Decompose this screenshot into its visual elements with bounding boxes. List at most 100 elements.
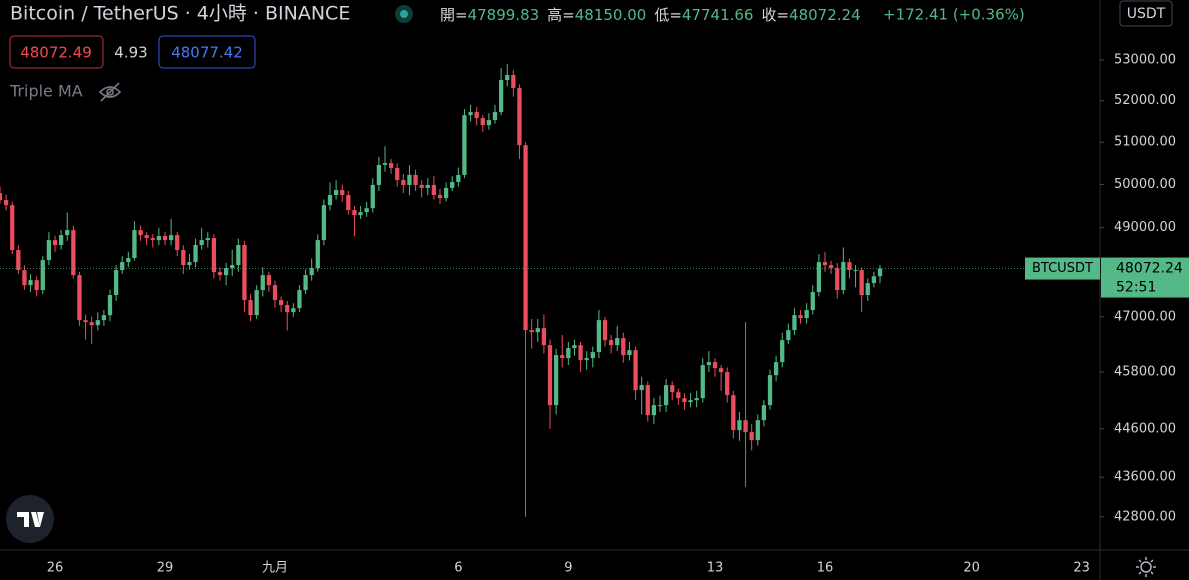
candle-body (285, 305, 290, 313)
candle-body (657, 405, 663, 407)
currency-box[interactable] (1119, 0, 1173, 27)
candle-body (578, 345, 583, 361)
candle-body (700, 365, 705, 399)
last-price-tag (1101, 257, 1189, 298)
candle-body (505, 74, 510, 81)
hide-icon[interactable] (98, 82, 122, 102)
candle-body (388, 163, 394, 168)
y-tick-label: 42800.00 (1114, 509, 1176, 524)
candle-body (450, 181, 455, 188)
candle-body (22, 270, 27, 286)
ohlc-label: 收= (761, 6, 789, 24)
spread: 4.93 (114, 44, 147, 62)
candle-body (755, 420, 760, 441)
candle-body (743, 420, 748, 433)
candle-body (297, 290, 302, 309)
bid-price: 48072.49 (20, 44, 92, 62)
candle-body (242, 245, 247, 301)
candle-body (486, 120, 492, 126)
candle-body (835, 268, 840, 291)
y-tick-label: 43600.00 (1114, 470, 1176, 485)
candle-body (34, 280, 39, 291)
currency: USDT (1127, 6, 1166, 22)
candle-body (560, 355, 565, 359)
candle-body (132, 230, 137, 259)
candle-body (780, 340, 785, 363)
candle-body (376, 164, 382, 185)
candle-body (456, 174, 461, 182)
candle-body (77, 275, 82, 321)
candle-body (83, 320, 88, 323)
candle-body (804, 310, 809, 319)
candle-body (333, 190, 339, 196)
candle-body (718, 368, 724, 373)
candle-body (248, 300, 253, 316)
candle-body (223, 268, 229, 276)
candle-body (303, 275, 308, 291)
last-price-label: 48072.24 (1116, 261, 1183, 277)
indicator-name[interactable]: Triple MA (9, 82, 83, 101)
candle-body (401, 180, 406, 185)
candle-body (731, 395, 736, 431)
ask-price: 48077.42 (171, 44, 243, 62)
candle-body (101, 315, 107, 321)
candle-body (395, 167, 400, 181)
candle-body (633, 350, 638, 391)
candle-body (340, 190, 345, 196)
candle-body (181, 250, 186, 266)
x-tick-label: 29 (157, 561, 174, 576)
y-tick-label: 45800.00 (1114, 365, 1176, 380)
candle-body (725, 372, 730, 396)
candle-body (749, 432, 754, 441)
settings-icon[interactable] (1136, 557, 1156, 577)
candle-body (816, 262, 822, 293)
candle-body (792, 315, 797, 331)
candle-body (358, 212, 363, 216)
candle-body (58, 235, 64, 246)
ohlc-value: 47741.66 (682, 6, 754, 24)
y-tick-label: 53000.00 (1114, 53, 1176, 68)
candle-body (162, 236, 168, 241)
candle-body (676, 392, 681, 399)
candle-body (187, 262, 192, 266)
candle-body (278, 300, 284, 306)
candle-body (670, 385, 675, 393)
ohlc-value: 47899.83 (468, 6, 540, 24)
candle-body (822, 262, 828, 266)
logo[interactable] (6, 495, 54, 543)
candle-body (651, 405, 657, 416)
candle-body (694, 398, 699, 401)
ask-box[interactable] (158, 35, 256, 69)
candle-body (230, 265, 235, 269)
candle-body (572, 345, 577, 349)
candle-body (541, 328, 547, 346)
candle-body (413, 174, 418, 185)
candle-body (645, 385, 650, 416)
candle-body (89, 322, 94, 326)
candle-body (590, 352, 595, 359)
x-tick-label: 26 (47, 561, 64, 576)
candle-body (419, 184, 424, 188)
candle-body (95, 320, 100, 326)
bid-box[interactable] (9, 35, 104, 69)
candle-body (364, 208, 369, 213)
candle-body (443, 187, 449, 199)
y-tick-label: 51000.00 (1114, 135, 1176, 150)
candle-body (407, 174, 412, 185)
candle-body (52, 240, 58, 246)
x-tick-label: 9 (564, 561, 572, 576)
candle-body (431, 184, 437, 196)
candle-body (498, 80, 504, 113)
ohlc-label: 低= (654, 6, 682, 24)
x-tick-label: 九月 (262, 561, 288, 576)
candle-body (492, 112, 498, 121)
candle-body (706, 362, 712, 366)
candle-body (370, 184, 375, 209)
candle-body (346, 195, 351, 211)
candle-body (608, 340, 614, 346)
candle-body (535, 328, 540, 333)
candle-body (517, 88, 522, 146)
candle-body (175, 235, 180, 251)
